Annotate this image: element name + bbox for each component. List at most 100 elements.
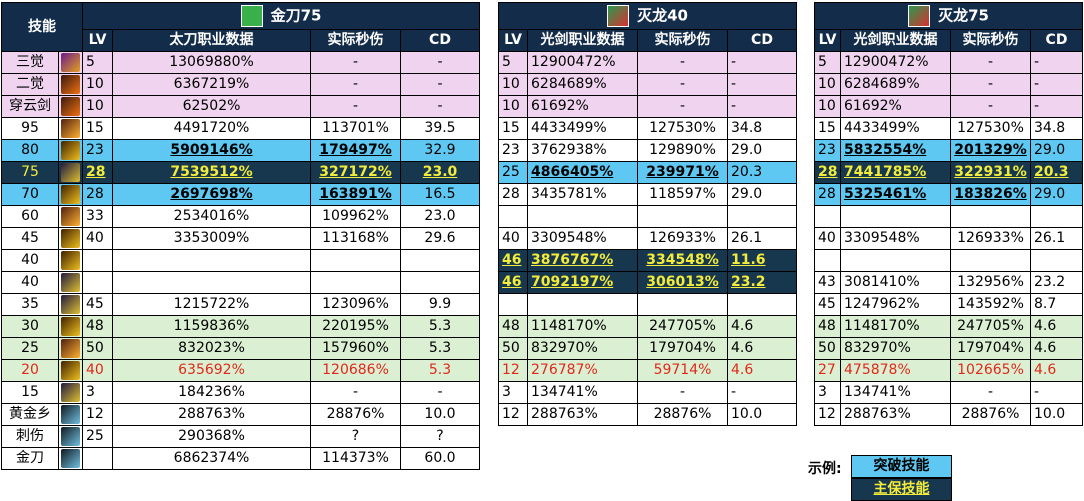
damage-data-cell: 5832554% [840, 139, 951, 162]
dps-cell: 113701% [310, 117, 401, 140]
damage-data-cell: 1148170% [840, 315, 951, 338]
skill-name: 20 [1, 359, 59, 382]
dps-cell: - [950, 73, 1031, 96]
damage-data-cell: 1247962% [840, 293, 951, 316]
skill-icon-cell [58, 425, 83, 448]
damage-data-cell: 7539512% [112, 161, 311, 184]
damage-data-cell: 2534016% [112, 205, 311, 228]
dps-cell: 123096% [310, 293, 401, 316]
cooldown-cell: 8.7 [1030, 293, 1083, 316]
damage-data-cell: 288763% [840, 403, 951, 426]
dps-cell: 239971% [637, 161, 728, 184]
level-cell: 50 [814, 337, 841, 360]
dps-cell: 201329% [950, 139, 1031, 162]
damage-data-cell: 288763% [112, 403, 311, 426]
level-cell: 5 [814, 51, 841, 74]
cooldown-cell: 9.9 [400, 293, 480, 316]
cooldown-cell [400, 271, 480, 294]
cooldown-cell [400, 249, 480, 272]
skill-name: 刺伤 [1, 425, 59, 448]
table-row: 60 33 2534016% 109962% 23.0 [1, 205, 480, 228]
damage-data-cell: 6862374% [112, 447, 311, 470]
dps-cell [310, 271, 401, 294]
damage-data-cell: 475878% [840, 359, 951, 382]
dps-cell: 132956% [950, 271, 1031, 294]
damage-data-cell: 61692% [527, 95, 638, 118]
data-column-header: 光剑职业数据 [840, 29, 951, 52]
damage-data-cell [527, 293, 638, 316]
table-row: 黄金乡 12 288763% 28876% 10.0 [1, 403, 480, 426]
skill-name: 60 [1, 205, 59, 228]
lv-column-header: LV [498, 29, 528, 52]
skill-icon-cell [58, 271, 83, 294]
cooldown-cell: 10.0 [1030, 403, 1083, 426]
cooldown-cell: 4.6 [727, 359, 797, 382]
damage-data-cell: 184236% [112, 381, 311, 404]
level-cell: 43 [814, 271, 841, 294]
table-row: 二觉 10 6367219% - - [1, 73, 480, 96]
level-cell: 10 [82, 95, 113, 118]
level-cell: 12 [814, 403, 841, 426]
dps-cell: ? [310, 425, 401, 448]
damage-data-cell: 3435781% [527, 183, 638, 206]
cooldown-cell: 16.5 [400, 183, 480, 206]
cooldown-cell: - [1030, 381, 1083, 404]
cooldown-cell: 29.0 [727, 139, 797, 162]
table-row: 95 15 4491720% 113701% 39.5 [1, 117, 480, 140]
cooldown-cell: 10.0 [400, 403, 480, 426]
skill-name: 二觉 [1, 73, 59, 96]
damage-data-cell: 6284689% [527, 73, 638, 96]
cooldown-cell: - [1030, 51, 1083, 74]
table-title-text: 灭龙40 [637, 6, 688, 25]
dps-cell: - [637, 73, 728, 96]
damage-data-cell: 12900472% [840, 51, 951, 74]
damage-data-cell: 4491720% [112, 117, 311, 140]
table-row: 48 1148170% 247705% 4.6 [814, 315, 1083, 338]
legend-guarantee: 主保技能 [851, 478, 952, 501]
damage-data-cell: 4433499% [527, 117, 638, 140]
table-row: 46 3876767% 334548% 11.6 [498, 249, 797, 272]
dragon-slayer-40-table: 灭龙40 LV 光剑职业数据 实际秒伤 CD 5 12900472% - -10 6284689%… [498, 2, 797, 426]
data-column-header: 太刀职业数据 [112, 29, 311, 52]
cooldown-cell: - [727, 381, 797, 404]
level-cell: 33 [82, 205, 113, 228]
damage-data-cell: 3353009% [112, 227, 311, 250]
cooldown-cell: ? [400, 425, 480, 448]
level-cell: 27 [814, 359, 841, 382]
damage-data-cell: 832970% [527, 337, 638, 360]
table-row: 80 23 5909146% 179497% 32.9 [1, 139, 480, 162]
skill-icon [61, 96, 80, 116]
table-row: 48 1148170% 247705% 4.6 [498, 315, 797, 338]
skill-icon-cell [58, 117, 83, 140]
dps-cell: 127530% [637, 117, 728, 140]
cooldown-cell: - [400, 95, 480, 118]
table-row: 27 475878% 102665% 4.6 [814, 359, 1083, 382]
skill-icon [61, 338, 80, 358]
table-row: 10 61692% - - [498, 95, 797, 118]
skill-icon [61, 206, 80, 226]
skill-name: 15 [1, 381, 59, 404]
dps-cell: - [950, 381, 1031, 404]
dps-cell: - [310, 381, 401, 404]
skill-icon-cell [58, 337, 83, 360]
level-cell: 25 [82, 425, 113, 448]
level-cell: 10 [814, 73, 841, 96]
legend-label: 示例: [808, 461, 842, 477]
skill-icon-cell [58, 315, 83, 338]
level-cell: 25 [498, 161, 528, 184]
table-row: 10 61692% - - [814, 95, 1083, 118]
level-cell: 23 [814, 139, 841, 162]
skill-icon-cell [58, 359, 83, 382]
table-title-text: 灭龙75 [938, 6, 989, 25]
dps-cell: 179704% [950, 337, 1031, 360]
table-row: 20 40 635692% 120686% 5.3 [1, 359, 480, 382]
skill-icon [61, 448, 80, 468]
table-row: 3 134741% - - [814, 381, 1083, 404]
table-row: 5 12900472% - - [498, 51, 797, 74]
table-row: 23 3762938% 129890% 29.0 [498, 139, 797, 162]
level-cell: 23 [82, 139, 113, 162]
level-cell [82, 271, 113, 294]
skill-name: 40 [1, 271, 59, 294]
skill-icon [61, 294, 80, 314]
table-row: 28 3435781% 118597% 29.0 [498, 183, 797, 206]
